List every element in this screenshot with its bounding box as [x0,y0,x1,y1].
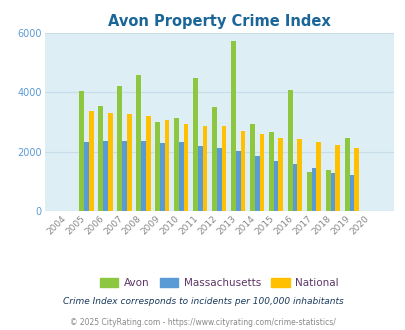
Bar [155,121,160,211]
Bar [197,146,202,211]
Bar [278,138,283,211]
Bar [136,75,141,211]
Bar [179,142,183,211]
Bar [183,124,188,211]
Bar [230,41,235,211]
Bar [164,120,169,211]
Bar [249,124,254,211]
Bar [344,139,349,211]
Text: © 2025 CityRating.com - https://www.cityrating.com/crime-statistics/: © 2025 CityRating.com - https://www.city… [70,318,335,327]
Bar [325,170,330,211]
Bar [211,107,216,211]
Bar [235,151,240,211]
Bar [311,168,315,211]
Bar [202,126,207,211]
Bar [141,141,145,211]
Text: Crime Index corresponds to incidents per 100,000 inhabitants: Crime Index corresponds to incidents per… [62,297,343,307]
Bar [297,139,301,211]
Bar [122,141,126,211]
Bar [193,78,197,211]
Bar [240,131,245,211]
Bar [254,156,259,211]
Bar [315,142,320,211]
Bar [84,142,89,211]
Bar [306,172,311,211]
Bar [117,86,122,211]
Bar [259,134,264,211]
Bar [126,114,131,211]
Bar [216,148,221,211]
Bar [174,118,179,211]
Bar [145,116,150,211]
Bar [221,126,226,211]
Bar [335,145,339,211]
Bar [273,161,278,211]
Bar [160,143,164,211]
Bar [79,91,84,211]
Bar [330,173,335,211]
Bar [103,141,108,211]
Bar [354,148,358,211]
Bar [287,90,292,211]
Bar [98,106,103,211]
Bar [292,164,297,211]
Bar [108,114,112,211]
Bar [269,132,273,211]
Bar [349,175,354,211]
Legend: Avon, Massachusetts, National: Avon, Massachusetts, National [95,274,342,292]
Title: Avon Property Crime Index: Avon Property Crime Index [108,14,330,29]
Bar [89,111,94,211]
